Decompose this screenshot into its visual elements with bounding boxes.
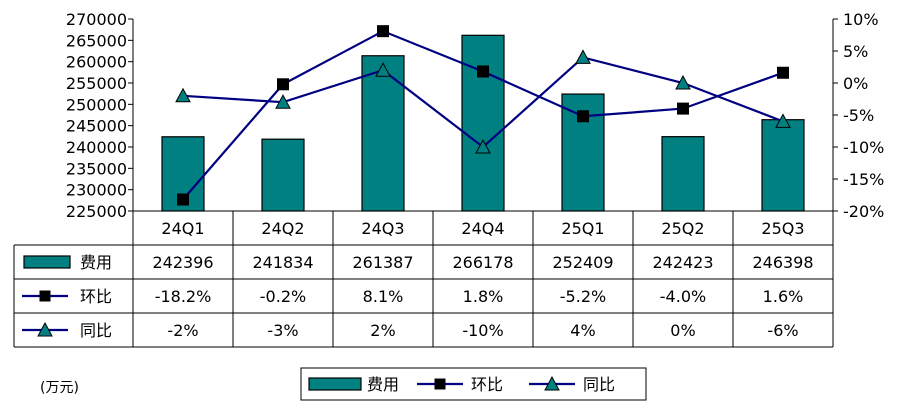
- yoy-value: 4%: [570, 321, 595, 340]
- row-header-yoy: 同比: [80, 321, 112, 340]
- yoy-value: -6%: [767, 321, 798, 340]
- unit-label: (万元): [40, 380, 79, 396]
- bars-layer: [161, 34, 805, 212]
- cost-value: 242423: [652, 253, 713, 272]
- qoq-value: 1.8%: [463, 287, 504, 306]
- y-left-tick-label: 230000: [66, 181, 127, 200]
- yoy-point-25Q2: [675, 74, 691, 90]
- yoy-point-24Q3: [375, 62, 391, 77]
- legend-label-yoy: 同比: [583, 375, 615, 394]
- qoq-value: -18.2%: [155, 287, 212, 306]
- y-right-tick-label: 0%: [843, 74, 868, 93]
- y-left-tick-label: 270000: [66, 10, 127, 29]
- qoq-point-24Q3: [377, 25, 389, 38]
- qoq-point-25Q3: [777, 66, 789, 79]
- bar-25Q3: [761, 119, 805, 212]
- qoq-value: -4.0%: [660, 287, 706, 306]
- axes-layer: 225000 230000 235000 240000 245000 250000 2550…: [66, 10, 884, 221]
- bar-24Q2: [261, 138, 305, 212]
- yoy-point-25Q1: [575, 49, 591, 64]
- cost-value: 261387: [352, 253, 413, 272]
- legend: 费用 环比 同比: [300, 367, 647, 401]
- legend-key-cost: [308, 377, 362, 391]
- yoy-value: 2%: [370, 321, 395, 340]
- legend-key-yoy-marker: [544, 375, 560, 391]
- y-right-tick-label: -5%: [843, 106, 874, 125]
- y-left-tick-label: 255000: [66, 74, 127, 93]
- y-right-tick-label: 5%: [843, 42, 868, 61]
- y-right-tick-label: 10%: [843, 10, 879, 29]
- row-key-cost: [23, 255, 71, 269]
- x-tick-label: 25Q2: [661, 219, 704, 238]
- y-left-tick-label: 265000: [66, 31, 127, 50]
- x-tick-label: 24Q1: [161, 219, 204, 238]
- bar-24Q3: [361, 55, 405, 212]
- y-left-tick-label: 240000: [66, 138, 127, 157]
- qoq-point-24Q4: [477, 65, 489, 78]
- qoq-point-25Q2: [677, 102, 689, 115]
- yoy-point-24Q4: [475, 138, 491, 154]
- y-left-tick-label: 260000: [66, 53, 127, 72]
- x-tick-label: 24Q2: [261, 219, 304, 238]
- x-tick-label: 24Q3: [361, 219, 404, 238]
- y-left-tick-label: 235000: [66, 159, 127, 178]
- qoq-value: 8.1%: [363, 287, 404, 306]
- yoy-value: -3%: [267, 321, 298, 340]
- row-key-qoq-marker: [39, 290, 51, 302]
- y-right-tick-label: -10%: [843, 138, 884, 157]
- cost-value: 252409: [552, 253, 613, 272]
- y-left-tick-label: 225000: [66, 202, 127, 221]
- yoy-point-24Q1: [175, 87, 191, 103]
- qoq-value: -5.2%: [560, 287, 606, 306]
- y-right-tick-label: -20%: [843, 202, 884, 221]
- bar-25Q2: [661, 136, 705, 212]
- y-left-tick-label: 250000: [66, 95, 127, 114]
- yoy-value: -2%: [167, 321, 198, 340]
- qoq-point-25Q1: [577, 110, 589, 123]
- x-tick-label: 24Q4: [461, 219, 504, 238]
- bar-24Q4: [461, 34, 505, 212]
- row-header-cost: 费用: [80, 253, 112, 272]
- qoq-value: 1.6%: [763, 287, 804, 306]
- x-tick-label: 25Q3: [761, 219, 804, 238]
- y-left-tick-label: 245000: [66, 117, 127, 136]
- cost-value: 241834: [252, 253, 313, 272]
- yoy-value: 0%: [670, 321, 695, 340]
- qoq-value: -0.2%: [260, 287, 306, 306]
- qoq-point-24Q2: [277, 78, 289, 91]
- row-key-yoy-marker: [37, 321, 53, 337]
- qoq-point-24Q1: [177, 193, 189, 206]
- legend-label-cost: 费用: [367, 375, 399, 394]
- cost-value: 266178: [452, 253, 513, 272]
- y-right-tick-label: -15%: [843, 170, 884, 189]
- cost-value: 242396: [152, 253, 213, 272]
- yoy-point-25Q3: [775, 113, 791, 128]
- legend-key-qoq-marker: [434, 378, 446, 390]
- lines-layer: [175, 25, 791, 206]
- yoy-value: -10%: [462, 321, 503, 340]
- x-tick-label: 25Q1: [561, 219, 604, 238]
- row-header-qoq: 环比: [80, 287, 112, 306]
- yoy-point-24Q2: [275, 94, 291, 109]
- cost-value: 246398: [752, 253, 813, 272]
- legend-label-qoq: 环比: [471, 375, 503, 394]
